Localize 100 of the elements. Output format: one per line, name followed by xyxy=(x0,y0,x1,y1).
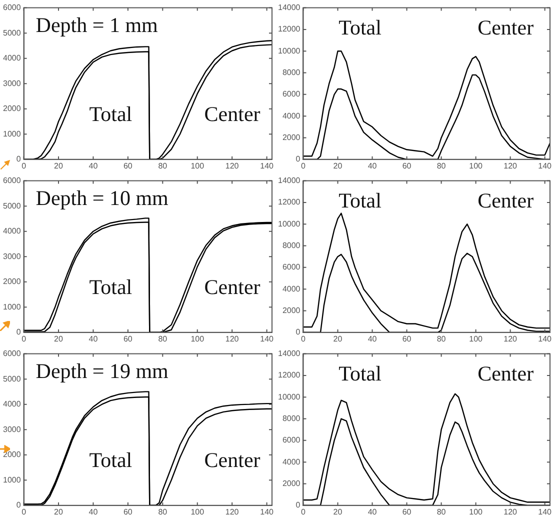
x-tick-label: 80 xyxy=(436,161,446,170)
x-tick-label: 140 xyxy=(260,334,274,344)
y-tick-label: 4000 xyxy=(3,400,22,409)
x-tick-label: 120 xyxy=(504,334,518,344)
x-tick-label: 120 xyxy=(225,161,240,170)
y-tick-label: 2000 xyxy=(3,104,22,114)
annotation: Center xyxy=(478,16,534,40)
y-tick-label: 6000 xyxy=(282,436,301,445)
annotation: Total xyxy=(89,274,132,299)
x-tick-label: 40 xyxy=(368,334,378,344)
x-tick-label: 80 xyxy=(158,161,168,170)
x-tick-label: 20 xyxy=(333,334,343,344)
y-tick-label: 6000 xyxy=(3,349,22,358)
x-tick-label: 40 xyxy=(368,161,378,170)
y-tick-label: 10000 xyxy=(278,392,301,402)
y-tick-label: 5000 xyxy=(3,28,22,38)
x-tick-label: 40 xyxy=(88,507,98,516)
y-tick-label: 1000 xyxy=(3,475,22,484)
y-tick-label: 8000 xyxy=(282,68,301,77)
y-tick-label: 12000 xyxy=(278,198,301,207)
x-tick-label: 140 xyxy=(538,161,552,170)
x-tick-label: 80 xyxy=(158,334,168,344)
annotation: Total xyxy=(338,188,382,213)
x-tick-label: 20 xyxy=(54,334,64,344)
annotation: Center xyxy=(204,448,260,472)
x-tick-label: 60 xyxy=(123,161,133,170)
y-tick-label: 0 xyxy=(296,154,301,164)
x-tick-label: 60 xyxy=(402,334,412,344)
y-tick-label: 8000 xyxy=(282,240,301,250)
y-tick-label: 4000 xyxy=(282,111,301,120)
chart-title: Depth = 1 mm xyxy=(36,12,158,37)
y-tick-label: 1000 xyxy=(3,302,22,312)
x-tick-label: 100 xyxy=(469,507,484,516)
chart-title: Depth = 19 mm xyxy=(36,358,168,383)
annotation: Total xyxy=(89,102,132,126)
x-tick-label: 120 xyxy=(225,507,240,516)
y-tick-label: 4000 xyxy=(282,284,301,294)
annotation: Total xyxy=(338,16,382,40)
y-tick-label: 14000 xyxy=(278,3,301,12)
x-tick-label: 100 xyxy=(469,161,484,170)
annotation: Total xyxy=(338,362,382,386)
annotation: Center xyxy=(204,274,260,299)
y-tick-label: 4000 xyxy=(3,54,22,63)
y-tick-label: 3000 xyxy=(3,78,22,88)
x-tick-label: 40 xyxy=(88,334,98,344)
y-tick-label: 6000 xyxy=(3,176,22,186)
y-tick-label: 0 xyxy=(16,154,22,164)
y-tick-label: 6000 xyxy=(3,3,22,12)
y-tick-label: 4000 xyxy=(282,457,301,466)
y-tick-label: 1000 xyxy=(3,129,22,138)
x-tick-label: 120 xyxy=(504,507,518,516)
y-tick-label: 14000 xyxy=(278,349,301,358)
annotation: Total xyxy=(89,448,132,472)
y-tick-label: 2000 xyxy=(282,306,301,315)
y-tick-label: 8000 xyxy=(282,414,301,423)
y-tick-label: 5000 xyxy=(3,201,22,210)
x-tick-label: 20 xyxy=(54,507,64,516)
y-tick-label: 2000 xyxy=(282,478,301,488)
x-tick-label: 140 xyxy=(538,334,552,344)
y-tick-label: 10000 xyxy=(278,219,301,228)
y-tick-label: 2000 xyxy=(3,450,22,460)
y-tick-label: 12000 xyxy=(278,24,301,34)
x-tick-label: 20 xyxy=(54,161,64,170)
x-tick-label: 140 xyxy=(538,507,552,516)
y-tick-label: 6000 xyxy=(282,90,301,99)
y-tick-label: 0 xyxy=(16,328,22,337)
x-tick-label: 120 xyxy=(504,161,518,170)
y-tick-label: 5000 xyxy=(3,374,22,384)
x-tick-label: 60 xyxy=(123,334,133,344)
y-tick-label: 6000 xyxy=(282,262,301,272)
y-tick-label: 2000 xyxy=(3,277,22,286)
annotation: Center xyxy=(204,102,260,126)
x-tick-label: 20 xyxy=(333,507,343,516)
y-tick-label: 3000 xyxy=(3,252,22,261)
x-tick-label: 140 xyxy=(260,161,274,170)
y-tick-label: 0 xyxy=(296,328,301,337)
x-tick-label: 100 xyxy=(469,334,484,344)
y-tick-label: 0 xyxy=(16,500,22,510)
x-tick-label: 80 xyxy=(436,507,446,516)
x-tick-label: 60 xyxy=(402,161,412,170)
x-tick-label: 140 xyxy=(260,507,274,516)
y-tick-label: 12000 xyxy=(278,370,301,380)
y-tick-label: 2000 xyxy=(282,132,301,142)
chart-title: Depth = 10 mm xyxy=(36,186,168,210)
x-tick-label: 100 xyxy=(190,161,205,170)
y-tick-label: 10000 xyxy=(278,46,301,56)
x-tick-label: 120 xyxy=(225,334,240,344)
annotation: Center xyxy=(478,188,534,213)
x-tick-label: 100 xyxy=(190,507,205,516)
y-tick-label: 0 xyxy=(296,500,301,510)
x-tick-label: 60 xyxy=(123,507,133,516)
y-tick-label: 14000 xyxy=(278,176,301,186)
x-tick-label: 80 xyxy=(158,507,168,516)
x-tick-label: 60 xyxy=(402,507,412,516)
annotation: Center xyxy=(478,362,534,386)
x-tick-label: 100 xyxy=(190,334,205,344)
x-tick-label: 20 xyxy=(333,161,343,170)
x-tick-label: 40 xyxy=(88,161,98,170)
x-tick-label: 40 xyxy=(368,507,378,516)
y-tick-label: 3000 xyxy=(3,424,22,434)
